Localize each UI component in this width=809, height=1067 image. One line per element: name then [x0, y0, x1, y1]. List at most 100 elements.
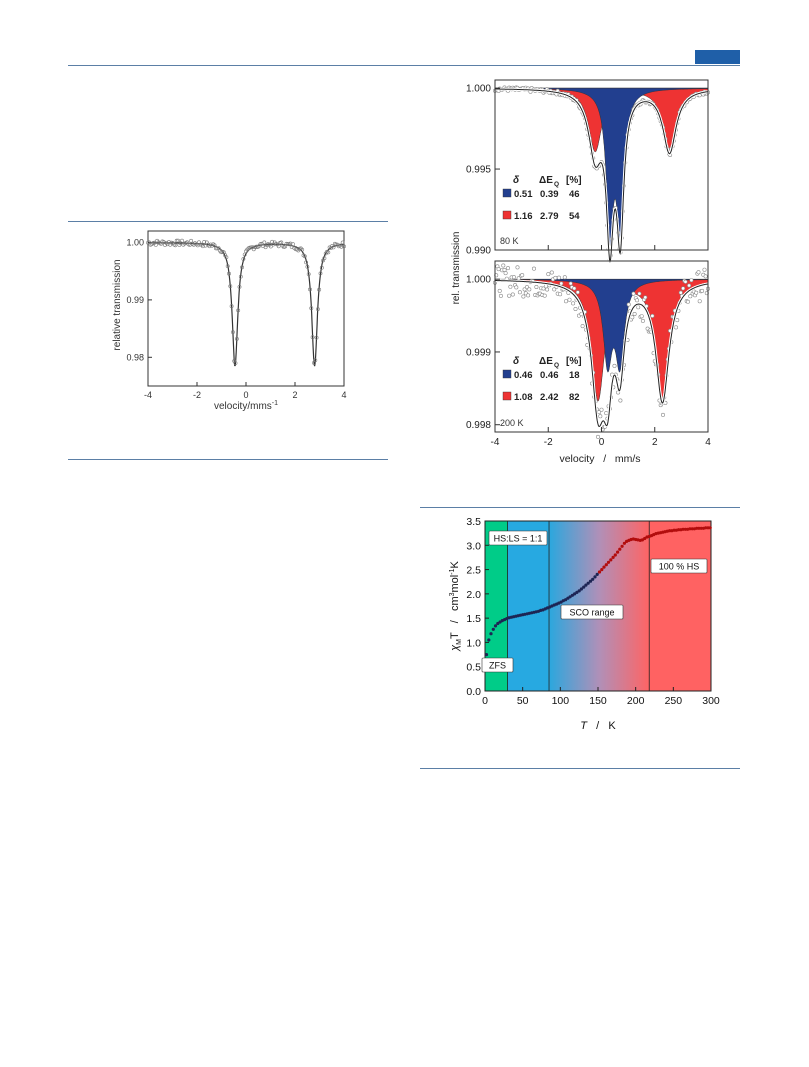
left-data-point — [233, 361, 238, 366]
chiT-data-point — [699, 526, 703, 530]
mossbauer-data-point — [556, 275, 561, 280]
chiT-data-point — [602, 565, 606, 569]
chiT-data-point — [690, 527, 694, 531]
left-data-point — [202, 239, 207, 244]
mossbauer-x-tick-label: 2 — [652, 437, 658, 448]
left-data-point — [317, 287, 322, 292]
mossbauer-data-point — [681, 286, 686, 291]
chiT-data-point — [604, 563, 608, 567]
mossbauer-table-header-pct: [%] — [566, 356, 582, 367]
mossbauer-data-point — [571, 301, 576, 306]
mossbauer-data-point — [496, 267, 501, 272]
chiT-data-point — [618, 547, 622, 551]
mossbauer-temperature-label: 200 K — [500, 418, 524, 428]
mossbauer-data-point — [673, 325, 678, 330]
chiT-data-point — [577, 589, 581, 593]
left-x-tick-label: -4 — [144, 390, 152, 400]
chiT-data-point — [487, 638, 491, 642]
mossbauer-data-point — [575, 290, 580, 295]
chiT-y-tick-label: 2.5 — [466, 565, 481, 577]
left-data-point — [236, 308, 241, 313]
mossbauer-table-header-deq: ΔE — [539, 356, 553, 367]
mossbauer-data-point — [567, 297, 572, 302]
header-rule — [68, 65, 740, 66]
chiT-y-tick-label: 1.5 — [466, 613, 481, 625]
chiT-data-point — [564, 598, 568, 602]
mossbauer-legend-swatch-red — [502, 391, 512, 401]
mossbauer-data-point — [637, 291, 642, 296]
left-data-point — [195, 243, 200, 248]
chiT-data-point — [677, 528, 681, 532]
chiT-region-label: 100 % HS — [659, 562, 700, 572]
chiT-data-point — [616, 550, 620, 554]
chiT-region-0 — [485, 521, 508, 691]
mossbauer-data-point — [526, 293, 531, 298]
chiT-data-point — [611, 555, 615, 560]
chiT-data-point — [708, 526, 712, 530]
chiT-data-point — [683, 527, 688, 531]
chiT-data-point — [613, 553, 617, 557]
left-data-point — [241, 257, 246, 261]
left-data-point — [240, 265, 245, 270]
left-data-point — [237, 284, 242, 289]
left-data-point — [308, 287, 312, 292]
mossbauer-data-point — [520, 273, 525, 278]
mossbauer-data-point — [634, 298, 639, 303]
chiT-region-label: SCO range — [569, 608, 614, 618]
mossbauer-data-point — [511, 275, 516, 280]
chiT-x-tick-label: 100 — [552, 695, 570, 707]
mossbauer-data-point — [639, 314, 644, 319]
chiT-data-point — [568, 595, 572, 599]
left-data-point — [279, 240, 284, 245]
chiT-data-point — [579, 587, 584, 591]
chiT-data-point — [593, 575, 597, 579]
chiT-data-point — [706, 526, 710, 530]
left-data-point — [234, 336, 239, 341]
left-y-tick-label: 0.99 — [126, 295, 144, 305]
mossbauer-y-tick-label: 0.995 — [466, 165, 491, 176]
mossbauer-data-point — [517, 290, 522, 295]
mossbauer-data-point — [694, 290, 699, 295]
mossbauer-data-point — [573, 306, 578, 311]
chiT-data-point — [586, 581, 590, 585]
left-data-point — [319, 265, 324, 270]
left-data-point — [180, 238, 184, 243]
chiT-region-label: ZFS — [489, 661, 506, 671]
mossbauer-data-point — [501, 263, 506, 268]
mossbauer-data-point — [546, 272, 551, 277]
mossbauer-table-header-deq: ΔE — [539, 175, 553, 186]
chiT-data-point — [595, 572, 599, 577]
chiT-data-point — [681, 527, 685, 531]
chiT-region-label-box — [560, 604, 624, 620]
mossbauer-data-point — [678, 290, 683, 295]
left-y-tick-label: 1.00 — [126, 237, 144, 247]
left-data-point — [339, 244, 344, 249]
left-data-point — [176, 238, 181, 243]
left-y-axis-label: relative transmission — [112, 259, 123, 350]
mossbauer-data-point — [626, 302, 631, 307]
mossbauer-data-point — [521, 294, 526, 299]
mossbauer-data-point — [595, 434, 600, 439]
chiT-data-point — [491, 627, 495, 631]
mossbauer-row-delta: 1.08 — [514, 392, 533, 403]
left-data-point — [309, 306, 314, 311]
left-x-tick-label: 2 — [292, 390, 297, 400]
mossbauer-data-point — [541, 286, 546, 291]
left-y-tick-label: 0.98 — [126, 352, 144, 362]
mossbauer-row-pct: 82 — [569, 392, 580, 403]
mossbauer-y-tick-label: 0.998 — [466, 420, 491, 431]
left-data-point — [268, 244, 273, 249]
mossbauer-data-point — [598, 414, 603, 419]
mossbauer-legend-swatch-blue — [502, 188, 512, 198]
left-data-point — [276, 244, 281, 249]
left-data-point — [315, 307, 320, 312]
mossbauer-x-tick-label: -4 — [491, 437, 500, 448]
mossbauer-data-point — [563, 299, 568, 304]
mossbauer-data-point — [640, 318, 645, 323]
chiT-data-point — [600, 568, 604, 572]
mossbauer-data-point — [632, 311, 637, 316]
chiT-x-tick-label: 0 — [482, 695, 488, 707]
mossbauer-data-point — [618, 398, 623, 403]
mossbauer-row-deq: 2.42 — [540, 392, 559, 403]
